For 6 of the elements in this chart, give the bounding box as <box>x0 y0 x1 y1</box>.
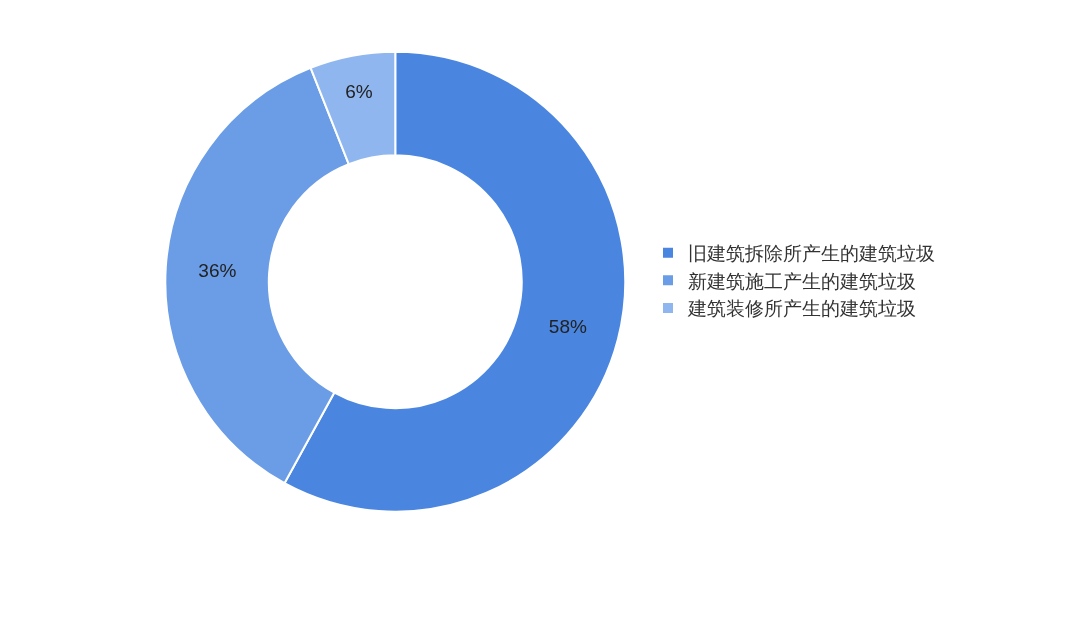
legend-label: 建筑装修所产生的建筑垃圾 <box>687 297 916 320</box>
legend-label: 旧建筑拆除所产生的建筑垃圾 <box>688 242 935 265</box>
data-label: 6% <box>345 81 373 103</box>
legend-label: 新建筑施工产生的建筑垃圾 <box>688 269 916 292</box>
data-label: 58% <box>548 315 587 337</box>
data-label: 36% <box>198 260 237 282</box>
